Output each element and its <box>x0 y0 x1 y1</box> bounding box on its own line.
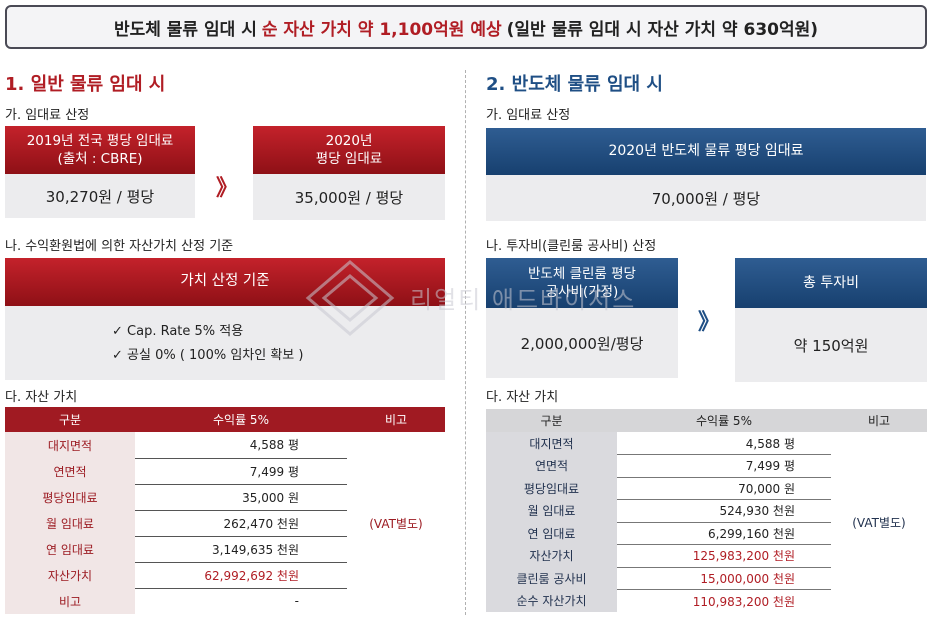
row-value: - <box>294 594 299 609</box>
right-box1-value: 2,000,000원/평당 <box>486 308 678 378</box>
column-divider <box>465 70 466 615</box>
table-row: 자산가치 125,983,200 천원 <box>486 544 927 568</box>
row-label: 연면적 <box>5 458 135 484</box>
row-value: 110,983,200 천원 <box>692 594 795 609</box>
row-label: 연 임대료 <box>486 522 617 545</box>
left-asset-table: 구분 수익률 5% 비고 대지면적 4,588 평 (VAT별도) 연면적 7,… <box>5 407 445 614</box>
table-row: 평당임대료 70,000 원 <box>486 477 927 500</box>
right-invest-subtitle: 나. 투자비(클린룸 공사비) 산정 <box>486 239 657 254</box>
banner-text-2: (일반 물류 임대 시 자산 가치 약 630억원) <box>506 19 819 40</box>
row-value: 4,588 평 <box>135 432 347 459</box>
right-box1-header-line2: 공사비(가정) <box>545 284 619 300</box>
left-arrow-icon: 》 <box>216 176 238 201</box>
vat-note: (VAT별도) <box>347 432 445 614</box>
row-value: 524,930 천원 <box>617 499 831 523</box>
row-value: 70,000 원 <box>617 477 831 500</box>
right-box2-header: 총 투자비 <box>735 258 927 308</box>
row-value: 4,588 평 <box>617 432 831 455</box>
right-arrow-icon: 》 <box>698 310 720 335</box>
table-row: 평당임대료 35,000 원 <box>5 484 445 511</box>
row-value: 7,499 평 <box>617 454 831 478</box>
row-label: 대지면적 <box>486 432 617 455</box>
left-asset-subtitle: 다. 자산 가치 <box>5 390 78 405</box>
row-value: 262,470 천원 <box>135 510 347 537</box>
criteria-vacancy: ✓ 공실 0% ( 100% 임차인 확보 ) <box>112 348 304 363</box>
right-asset-subtitle: 다. 자산 가치 <box>486 390 559 405</box>
column-header: 수익률 5% <box>135 407 347 432</box>
left-box1-header-line2: (출처 : CBRE) <box>57 151 143 167</box>
summary-banner: 반도체 물류 임대 시 순 자산 가치 약 1,100억원 예상 (일반 물류 … <box>5 5 927 49</box>
row-label: 자산가치 <box>5 562 135 588</box>
right-asset-table: 구분 수익률 5% 비고 대지면적 4,588 평 (VAT별도) 연면적 7,… <box>486 409 927 612</box>
right-box1-header: 반도체 클린룸 평당 공사비(가정) <box>486 258 678 308</box>
table-row: 순수 자산가치 110,983,200 천원 <box>486 589 927 612</box>
left-box2-value: 35,000원 / 평당 <box>253 174 445 220</box>
table-row: 월 임대료 524,930 천원 <box>486 499 927 523</box>
table-row: 대지면적 4,588 평 (VAT별도) <box>5 432 445 614</box>
row-value: 7,499 평 <box>135 458 347 485</box>
right-box2-value: 약 150억원 <box>735 308 927 382</box>
table-row: 클린룸 공사비 15,000,000 천원 <box>486 567 927 590</box>
row-label: 연면적 <box>486 454 617 477</box>
table-row: 비고 - <box>5 588 445 614</box>
right-rent-subtitle: 가. 임대료 산정 <box>486 108 571 123</box>
row-label: 평당임대료 <box>5 484 135 510</box>
row-label: 자산가치 <box>486 544 617 567</box>
table-header-row: 구분 수익률 5% 비고 <box>486 409 927 432</box>
right-box1-header-line1: 반도체 클린룸 평당 <box>528 265 636 282</box>
column-header: 수익률 5% <box>617 409 831 432</box>
row-label: 클린룸 공사비 <box>486 567 617 590</box>
left-box1-header-line1: 2019년 전국 평당 임대료 <box>26 132 174 149</box>
column-header: 구분 <box>5 407 135 432</box>
banner-highlight: 순 자산 가치 약 1,100억원 예상 <box>261 19 502 40</box>
row-value: 15,000,000 천원 <box>617 567 831 590</box>
table-row: 자산가치 62,992,692 천원 <box>5 562 445 589</box>
row-label: 순수 자산가치 <box>486 589 617 612</box>
table-row: 연면적 7,499 평 <box>486 454 927 478</box>
left-box1-header: 2019년 전국 평당 임대료 (출처 : CBRE) <box>5 126 195 174</box>
row-label: 연 임대료 <box>5 536 135 562</box>
vat-note: (VAT별도) <box>831 432 927 612</box>
row-value: 35,000 원 <box>135 484 347 511</box>
left-box2-header: 2020년 평당 임대료 <box>253 126 445 174</box>
table-row: 연 임대료 3,149,635 천원 <box>5 536 445 563</box>
row-label: 평당임대료 <box>486 477 617 500</box>
column-header: 구분 <box>486 409 617 432</box>
right-section-title: 2. 반도체 물류 임대 시 <box>486 74 663 95</box>
table-row: 연면적 7,499 평 <box>5 458 445 485</box>
row-value: 125,983,200 천원 <box>617 544 831 568</box>
banner-text-1: 반도체 물류 임대 시 <box>113 19 257 40</box>
watermark-text: 리얼티 애드바이저스 <box>410 286 637 314</box>
row-value: 6,299,160 천원 <box>617 522 831 545</box>
row-label: 월 임대료 <box>486 499 617 522</box>
left-rent-subtitle: 가. 임대료 산정 <box>5 108 90 123</box>
row-label: 월 임대료 <box>5 510 135 536</box>
left-section-title: 1. 일반 물류 임대 시 <box>5 74 166 95</box>
right-rent-header: 2020년 반도체 물류 평당 임대료 <box>486 128 926 175</box>
row-value: 62,992,692 천원 <box>135 562 347 589</box>
left-basis-subtitle: 나. 수익환원법에 의한 자산가치 산정 기준 <box>5 239 234 254</box>
left-box2-header-line2: 평당 임대료 <box>315 151 383 167</box>
table-row: 연 임대료 6,299,160 천원 <box>486 522 927 545</box>
criteria-cap-rate: ✓ Cap. Rate 5% 적용 <box>112 324 244 339</box>
row-value: 3,149,635 천원 <box>135 536 347 563</box>
table-header-row: 구분 수익률 5% 비고 <box>5 407 445 432</box>
row-label: 대지면적 <box>5 432 135 458</box>
left-basis-header: 가치 산정 기준 <box>5 258 445 306</box>
left-box1-value: 30,270원 / 평당 <box>5 174 195 218</box>
left-box2-header-line1: 2020년 <box>325 132 373 149</box>
column-header: 비고 <box>831 409 927 432</box>
column-header: 비고 <box>347 407 445 432</box>
row-label: 비고 <box>5 588 135 614</box>
right-rent-value: 70,000원 / 평당 <box>486 175 926 221</box>
table-row: 대지면적 4,588 평 (VAT별도) <box>486 432 927 612</box>
table-row: 월 임대료 262,470 천원 <box>5 510 445 537</box>
left-basis-criteria: ✓ Cap. Rate 5% 적용 ✓ 공실 0% ( 100% 임차인 확보 … <box>5 306 445 380</box>
